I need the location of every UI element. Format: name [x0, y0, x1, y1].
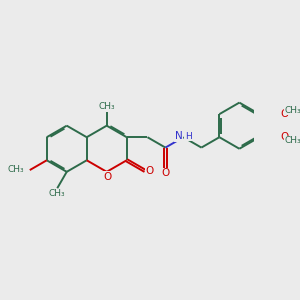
Text: O: O [280, 109, 289, 119]
Text: O: O [146, 166, 154, 176]
Text: O: O [103, 172, 111, 182]
Text: CH₃: CH₃ [49, 189, 65, 198]
Text: CH₃: CH₃ [284, 106, 300, 115]
Text: CH₃: CH₃ [284, 136, 300, 146]
Text: CH₃: CH₃ [7, 165, 24, 174]
Text: O: O [280, 132, 289, 142]
Text: H: H [185, 132, 192, 141]
Text: O: O [161, 168, 169, 178]
Text: CH₃: CH₃ [98, 102, 115, 111]
Text: N: N [175, 131, 182, 141]
Text: O: O [15, 165, 23, 175]
